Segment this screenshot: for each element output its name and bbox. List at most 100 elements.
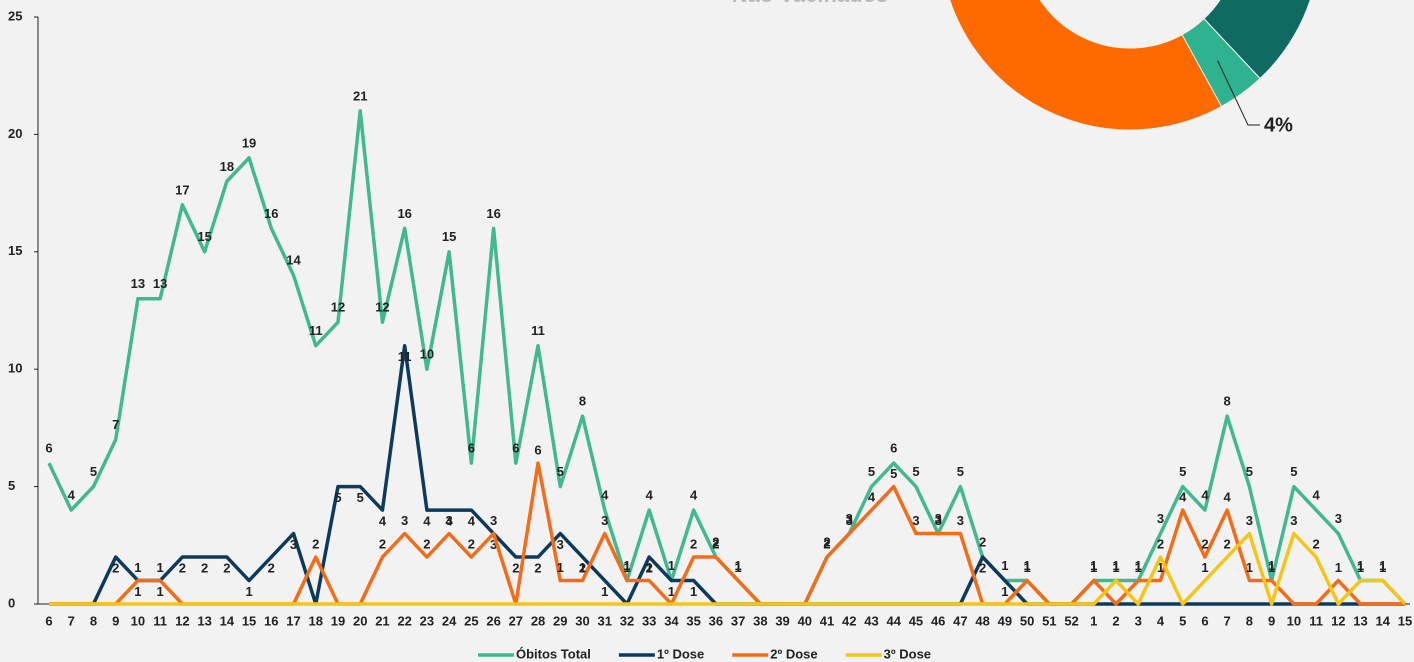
x-tick-label: 16: [264, 613, 278, 628]
data-label: 4: [1224, 490, 1232, 505]
x-tick-label: 13: [197, 613, 211, 628]
data-label: 6: [534, 443, 541, 458]
data-label: 2: [468, 536, 475, 551]
x-tick-label: 33: [642, 613, 656, 628]
legend-label: 1º Dose: [657, 646, 704, 661]
data-label: 8: [579, 394, 586, 409]
data-label: 15: [197, 229, 211, 244]
data-label: 2: [823, 534, 830, 549]
data-label: 3: [935, 511, 942, 526]
x-tick-label: 4: [1157, 613, 1165, 628]
data-label: 2: [646, 560, 653, 575]
data-label: 5: [357, 490, 364, 505]
x-tick-label: 49: [998, 613, 1012, 628]
data-label: 3: [1246, 513, 1253, 528]
data-label: 5: [1246, 464, 1253, 479]
data-label: 13: [153, 276, 167, 291]
data-label: 3: [401, 513, 408, 528]
x-tick-label: 22: [397, 613, 411, 628]
data-label: 12: [331, 300, 345, 315]
data-label: 1: [1157, 560, 1164, 575]
data-label: 16: [264, 206, 278, 221]
data-label: 5: [957, 464, 964, 479]
data-label: 1: [1090, 558, 1097, 573]
x-tick-label: 32: [620, 613, 634, 628]
data-label: 3: [1157, 511, 1164, 526]
x-tick-label: 37: [731, 613, 745, 628]
x-tick-label: 2: [1112, 613, 1119, 628]
data-label: 2: [268, 560, 275, 575]
x-tick-label: 15: [1398, 613, 1412, 628]
data-label: 1: [1246, 560, 1253, 575]
data-label: 1: [668, 584, 675, 599]
data-label: 1: [579, 560, 586, 575]
x-tick-label: 25: [464, 613, 478, 628]
x-tick-label: 11: [1309, 613, 1323, 628]
data-label: 1: [1379, 558, 1386, 573]
slice-label: 4%: [1264, 114, 1293, 136]
data-label: 2: [823, 536, 830, 551]
data-label: 1: [1357, 560, 1364, 575]
leader-line: [1217, 60, 1260, 126]
y-tick-label: 5: [8, 478, 15, 493]
x-tick-label: 35: [686, 613, 700, 628]
data-label: 4: [1201, 488, 1209, 503]
x-tick-label: 42: [842, 613, 856, 628]
data-label: 2: [979, 560, 986, 575]
data-label: 4: [601, 488, 609, 503]
x-tick-label: 39: [775, 613, 789, 628]
x-tick-label: 38: [753, 613, 767, 628]
x-tick-label: 12: [175, 613, 189, 628]
data-label: 1: [668, 558, 675, 573]
data-label: 1: [134, 560, 141, 575]
data-label: 3: [846, 513, 853, 528]
data-label: 5: [1290, 464, 1297, 479]
data-label: 1: [1135, 560, 1142, 575]
x-tick-label: 6: [1201, 613, 1208, 628]
data-label: 6: [468, 441, 475, 456]
x-tick-label: 23: [420, 613, 434, 628]
data-label: 3: [1290, 513, 1297, 528]
data-label: 10: [420, 347, 434, 362]
data-label: 1: [601, 584, 608, 599]
data-label: 5: [890, 466, 897, 481]
data-label: 1: [245, 584, 252, 599]
y-tick-label: 15: [8, 243, 22, 258]
data-label: 3: [490, 513, 497, 528]
data-label: 5: [868, 464, 875, 479]
pie-slice: [1203, 0, 1311, 80]
data-label: 5: [1179, 464, 1186, 479]
data-label: 4: [1312, 488, 1320, 503]
data-label: 1: [1379, 560, 1386, 575]
data-label: 1: [734, 558, 741, 573]
data-label: 3: [935, 513, 942, 528]
data-label: 6: [890, 441, 897, 456]
x-tick-label: 17: [286, 613, 300, 628]
data-label: 6: [512, 441, 519, 456]
data-label: 1: [646, 560, 653, 575]
x-tick-label: 6: [45, 613, 52, 628]
x-tick-label: 18: [309, 613, 323, 628]
data-label: 14: [286, 253, 301, 268]
x-tick-label: 13: [1353, 613, 1367, 628]
data-label: 4: [379, 514, 387, 529]
x-tick-label: 27: [509, 613, 523, 628]
data-label: 4: [423, 514, 431, 529]
x-tick-label: 7: [1224, 613, 1231, 628]
data-label: 19: [242, 135, 256, 150]
data-label: 17: [175, 182, 189, 197]
x-tick-label: 15: [242, 613, 256, 628]
data-label: 16: [397, 206, 411, 221]
data-label: 1: [557, 560, 564, 575]
x-tick-label: 3: [1135, 613, 1142, 628]
data-label: 1: [1023, 560, 1030, 575]
data-label: 2: [112, 560, 119, 575]
x-tick-label: 45: [909, 613, 923, 628]
data-label: 2: [223, 560, 230, 575]
data-label: 5: [912, 464, 919, 479]
data-label: 3: [912, 513, 919, 528]
series-line: [49, 531, 1407, 606]
data-label: 1: [734, 560, 741, 575]
y-tick-label: 10: [8, 361, 22, 376]
